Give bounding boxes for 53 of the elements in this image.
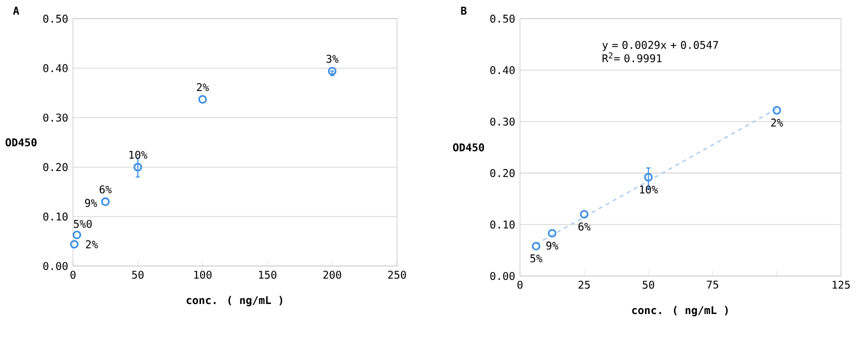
y-tick-label: 0.40: [490, 66, 515, 74]
point: [72, 230, 82, 240]
point: [772, 106, 782, 115]
chart-title: B: [461, 6, 467, 15]
y-axis-title: OD450: [453, 143, 484, 152]
x-tick-label: 50: [132, 270, 144, 279]
chart-title: A: [13, 6, 20, 15]
point: [580, 210, 588, 219]
y-tick-label: 0.10: [490, 220, 515, 229]
annotation: y = 0.0029x + 0.0547 R$^{2}$= 0.9991: [602, 40, 718, 62]
annotation: 6%: [100, 185, 112, 194]
x-tick-label: 100: [194, 270, 212, 279]
annotation: 2%: [771, 118, 784, 126]
x-tick-label: 0: [70, 270, 76, 279]
point: [548, 229, 556, 238]
point: [198, 95, 207, 104]
annotation: 5%: [530, 254, 542, 262]
annotation: 2%: [86, 240, 98, 248]
y-tick-label: 0.00: [43, 262, 68, 270]
point: [644, 172, 653, 182]
y-tick-label: 0.10: [43, 212, 68, 221]
point: [134, 162, 142, 172]
annotation: 6%: [578, 222, 590, 231]
x-tick-label: 50: [642, 280, 654, 289]
y-tick-label: 0.20: [490, 169, 515, 178]
y-tick-label: 0.30: [43, 114, 68, 122]
x-tick-label: 0: [517, 280, 523, 289]
point: [532, 242, 540, 250]
y-tick-label: 0.50: [490, 14, 515, 23]
y-tick-label: 0.40: [43, 64, 68, 72]
point: [70, 240, 79, 249]
annotation: 9%: [85, 198, 98, 207]
y-tick-label: 0.30: [490, 118, 515, 126]
x-tick-label: 150: [259, 270, 276, 279]
x-tick-label: 250: [388, 270, 406, 279]
x-tick-label: 25: [578, 280, 590, 289]
x-tick-label: 125: [832, 280, 850, 289]
annotation: 3%: [326, 54, 338, 63]
y-tick-label: 0.50: [43, 14, 68, 23]
x-axis-title: conc. ( ng/mL ): [186, 296, 282, 306]
annotation: 9%: [546, 242, 558, 250]
y-tick-label: 0.00: [490, 272, 515, 280]
annotation: 10%: [640, 185, 658, 194]
x-tick-label: 200: [323, 270, 342, 279]
y-tick-label: 0.20: [43, 163, 68, 172]
annotation: 5%0: [74, 220, 92, 228]
x-tick-label: 75: [706, 280, 718, 289]
point: [101, 197, 110, 206]
point: [328, 66, 336, 76]
y-axis-title: OD450: [6, 138, 37, 146]
annotation: 10%: [129, 150, 148, 159]
annotation: 2%: [196, 83, 209, 92]
x-axis-title: conc. ( ng/mL ): [632, 306, 728, 316]
